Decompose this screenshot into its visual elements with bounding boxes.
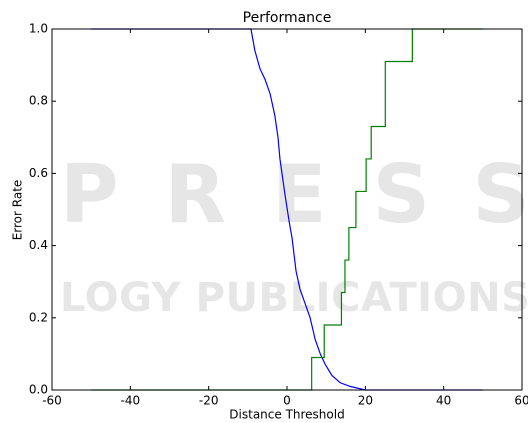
y-tick-label: 0.4 — [29, 238, 48, 252]
x-axis-label: Distance Threshold — [229, 408, 344, 422]
y-tick-label: 0.6 — [29, 166, 48, 180]
y-axis-label: Error Rate — [11, 180, 25, 241]
x-tick-label: -40 — [121, 394, 141, 408]
x-tick-label: -20 — [199, 394, 219, 408]
x-tick-label: 20 — [358, 394, 373, 408]
y-tick-label: 0.2 — [29, 310, 48, 324]
series-line — [91, 28, 483, 391]
y-tick-label: 1.0 — [29, 22, 48, 36]
y-tick-label: 0.8 — [29, 94, 48, 108]
series-line — [91, 28, 483, 391]
x-tick-label: -60 — [42, 394, 62, 408]
x-tick-label: 60 — [514, 394, 528, 408]
watermark: PRESS — [60, 148, 528, 241]
y-tick-label: 0.0 — [29, 383, 48, 397]
x-tick-label: 40 — [436, 394, 451, 408]
chart-title: Performance — [243, 10, 332, 26]
watermark: LOGY PUBLICATIONS — [60, 275, 528, 321]
plot-frame — [51, 28, 523, 391]
x-tick-label: 0 — [283, 394, 291, 408]
